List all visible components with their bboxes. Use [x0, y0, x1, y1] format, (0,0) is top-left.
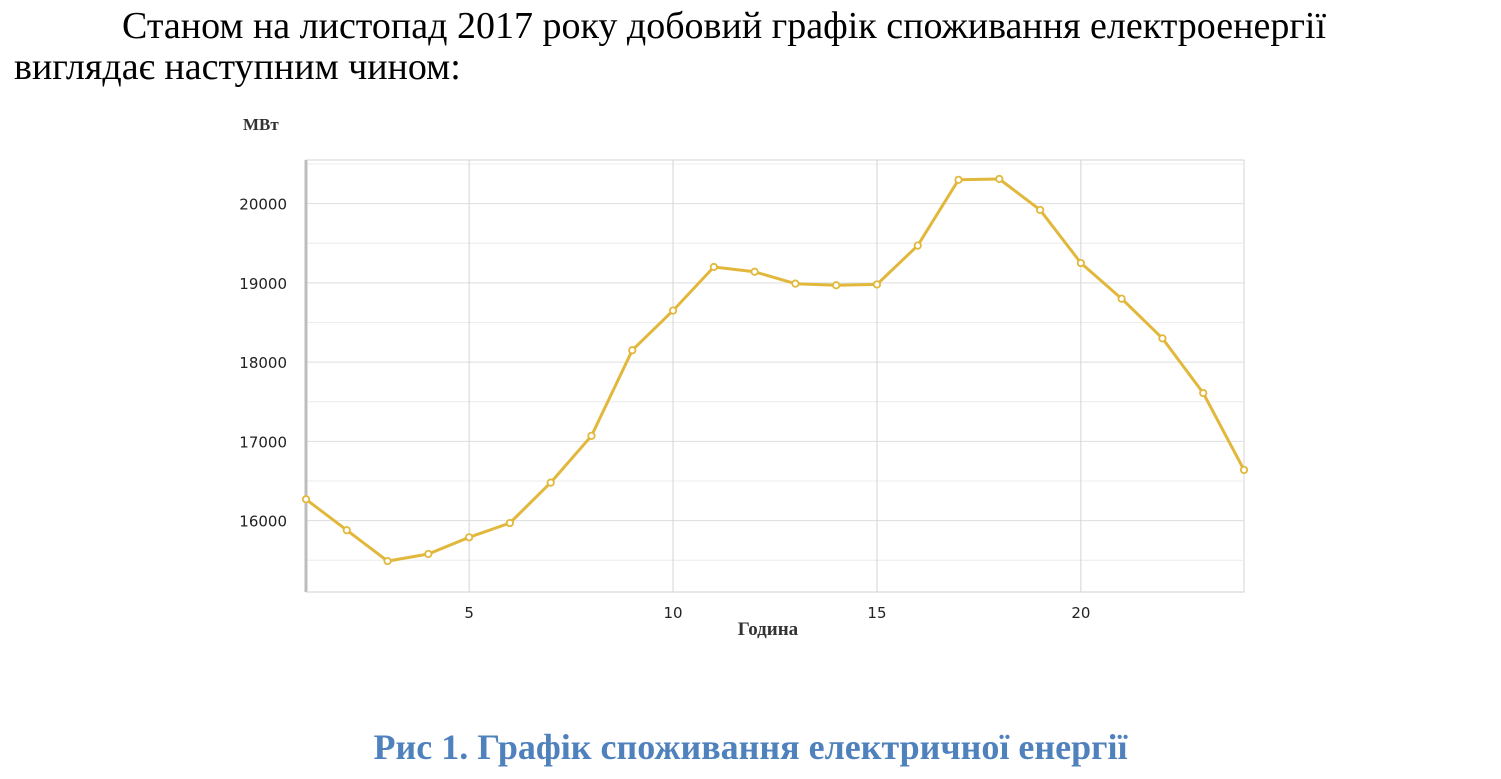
line-chart: 16000 17000 18000 19000 20000 5 10 15 20 МВт Годин… [239, 115, 1249, 640]
x-tick-label: 15 [867, 604, 886, 622]
y-tick-label: 17000 [239, 433, 287, 451]
data-point [1239, 465, 1249, 475]
x-tick-label: 10 [663, 604, 682, 622]
data-point [587, 431, 596, 440]
data-point [1076, 258, 1085, 268]
plot-area [305, 159, 1245, 593]
chart-series [301, 174, 1249, 566]
data-point [913, 241, 922, 250]
y-tick-label: 20000 [239, 196, 287, 214]
data-point [872, 280, 882, 289]
y-axis-title: МВт [243, 115, 279, 134]
x-axis-title: Година [738, 619, 799, 640]
data-point [1199, 388, 1208, 398]
y-tick-label: 16000 [239, 513, 287, 531]
data-point [709, 262, 718, 272]
data-point [750, 267, 759, 276]
paragraph-line-1: Станом на листопад 2017 року добовий гра… [122, 5, 1327, 47]
x-tick-label: 5 [464, 604, 474, 622]
data-point [505, 518, 515, 528]
data-point [342, 526, 351, 535]
data-point [954, 175, 963, 184]
chart-grid [305, 159, 1245, 593]
data-point [668, 306, 678, 315]
data-point [546, 478, 555, 487]
data-point [628, 346, 637, 355]
data-point [383, 556, 392, 566]
data-point [1035, 205, 1045, 215]
y-tick-label: 18000 [239, 354, 287, 372]
data-point [465, 533, 474, 542]
paragraph-line-2: виглядає наступним чином: [14, 46, 461, 88]
data-point [301, 495, 311, 504]
consumption-line [305, 177, 1246, 563]
chart-labels: 16000 17000 18000 19000 20000 5 10 15 20 МВт Годин… [239, 115, 1090, 640]
body-paragraph: Станом на листопад 2017 року добовий гра… [14, 6, 1494, 88]
data-point [1117, 294, 1126, 303]
data-point [791, 279, 800, 288]
figure-caption: Рис 1. Графік споживання електричної ене… [373, 727, 1128, 767]
chart-axes [304, 160, 1244, 593]
data-point [832, 281, 841, 290]
data-point [424, 549, 433, 559]
data-point [1158, 334, 1167, 343]
data-point [995, 174, 1004, 184]
x-tick-label: 20 [1071, 604, 1090, 622]
y-tick-label: 19000 [239, 275, 287, 293]
